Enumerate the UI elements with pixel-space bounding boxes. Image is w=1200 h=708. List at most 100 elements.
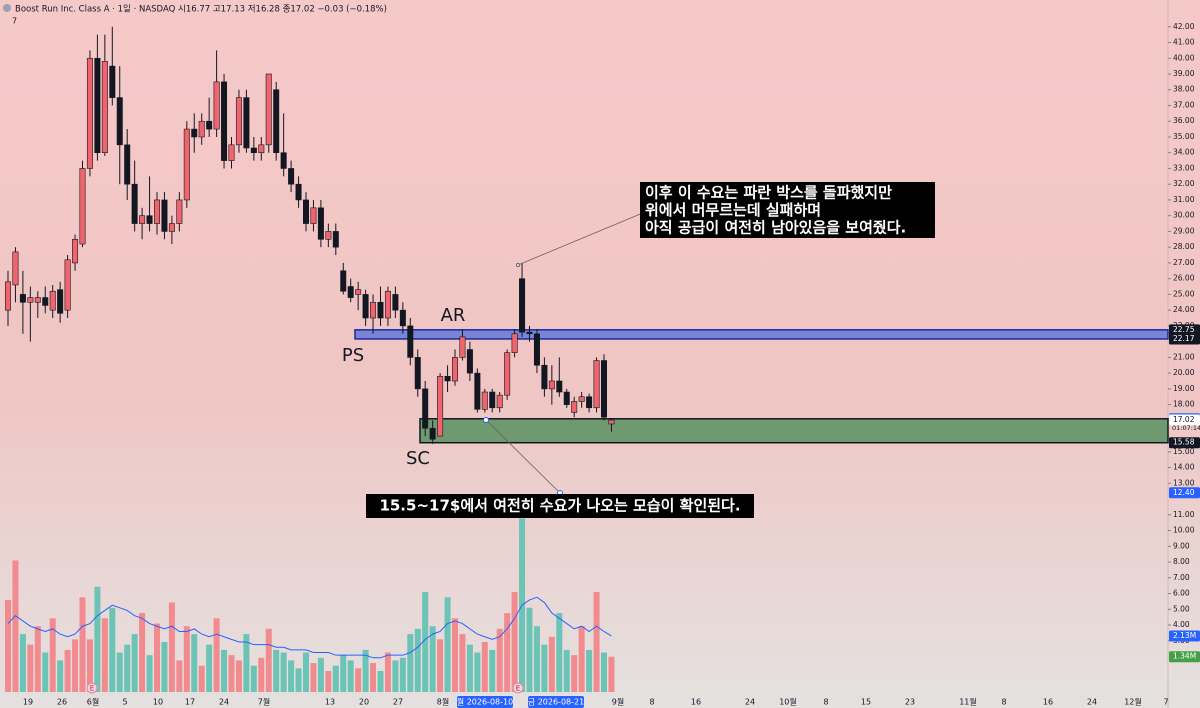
volume-bar — [347, 660, 354, 692]
candle-body — [511, 333, 518, 353]
candle-body — [578, 396, 585, 402]
symbol-icon — [3, 4, 11, 12]
candle-body — [295, 183, 302, 201]
volume-bar — [86, 639, 93, 692]
candle-body — [101, 61, 108, 154]
candle-body — [429, 427, 436, 440]
volume-bar — [384, 652, 391, 692]
date-highlight — [528, 696, 584, 708]
x-tick-label: 16 — [691, 698, 701, 707]
volume-bar — [280, 652, 287, 692]
volume-marker-label: 1.34M — [1173, 652, 1196, 661]
candle-body — [265, 73, 272, 146]
x-tick-label: 12월 — [1124, 697, 1142, 707]
x-tick-label: 19 — [23, 698, 33, 707]
candle-body — [444, 375, 451, 382]
volume-bar — [504, 613, 511, 692]
price-marker-label: 22.17 — [1173, 334, 1195, 343]
x-tick-label: 23 — [905, 698, 915, 707]
volume-bar — [340, 655, 347, 692]
x-tick-label: 7 — [1163, 698, 1168, 707]
y-tick-label: 21.00 — [1173, 352, 1195, 361]
volume-bar — [64, 649, 71, 692]
candle-body — [27, 297, 34, 303]
volume-bar — [79, 597, 86, 692]
candle-body — [459, 336, 466, 358]
candle-body — [489, 391, 496, 409]
volume-bar — [42, 652, 49, 692]
y-tick-label: 10.00 — [1173, 526, 1195, 535]
y-tick-label: 13.00 — [1173, 478, 1195, 487]
candle-body — [243, 97, 250, 149]
y-tick-label: 18.00 — [1173, 400, 1195, 409]
volume-bar — [12, 560, 19, 692]
candle-body — [437, 375, 444, 437]
leader-line — [485, 419, 561, 494]
candle-body — [161, 199, 168, 232]
volume-bar — [355, 668, 362, 692]
price-marker-label: 15.58 — [1173, 438, 1195, 447]
candle-body — [370, 301, 377, 319]
x-tick-label: 6월 — [87, 697, 99, 707]
y-tick-label: 42.00 — [1173, 22, 1195, 31]
x-tick-label: 9월 — [612, 697, 624, 707]
volume-bar — [273, 649, 280, 692]
candle-body — [332, 231, 339, 248]
candle-body — [548, 380, 555, 390]
x-tick-label: 24 — [219, 698, 229, 707]
volume-bar — [556, 613, 563, 692]
leader-dot — [516, 263, 520, 267]
candle-body — [519, 278, 526, 333]
earnings-label: E — [90, 685, 94, 693]
volume-marker — [1169, 651, 1200, 663]
candle-body — [422, 388, 429, 429]
price-marker-label: 22.75 — [1173, 325, 1195, 334]
y-tick-label: 35.00 — [1173, 132, 1195, 141]
volume-bar — [191, 634, 198, 692]
volume-bar — [578, 626, 585, 692]
candle-body — [399, 309, 406, 327]
candle-body — [19, 294, 26, 303]
candle-body — [5, 281, 12, 311]
volume-bar — [362, 649, 369, 692]
volume-bar — [563, 649, 570, 692]
volume-ma — [7, 596, 612, 659]
volume-bar — [183, 626, 190, 692]
volume-bar — [571, 655, 578, 692]
candle-body — [347, 286, 354, 298]
volume-bar — [414, 628, 421, 692]
candle-body — [116, 97, 123, 146]
candle-body — [139, 215, 146, 224]
volume-bar — [303, 652, 309, 692]
date-highlight-label: 월 2026-08-10 — [457, 697, 513, 707]
date-highlight-label: 금 2026-08-21 — [528, 698, 584, 707]
candle-body — [273, 89, 280, 154]
candle-body — [34, 297, 41, 303]
candle-body — [183, 128, 190, 201]
volume-bar — [399, 657, 406, 692]
volume-bar — [377, 670, 384, 692]
y-tick-label: 29.00 — [1173, 226, 1195, 235]
y-tick-label: 38.00 — [1173, 85, 1195, 94]
y-tick-label: 33.00 — [1173, 163, 1195, 172]
candle-body — [288, 168, 295, 185]
volume-bar — [168, 602, 175, 692]
note-box — [640, 182, 935, 238]
note-text: 위에서 머무르는데 실패하며 — [645, 201, 821, 219]
candle-body — [228, 144, 235, 161]
earnings-label: E — [516, 685, 520, 693]
candle-body — [451, 357, 458, 382]
leader-line — [517, 211, 646, 266]
y-tick-label: 34.00 — [1173, 148, 1195, 157]
volume-bar — [541, 644, 548, 692]
candle-body — [124, 144, 131, 185]
y-tick-label: 19.00 — [1173, 384, 1195, 393]
candle-body — [146, 215, 153, 224]
volume-bar — [466, 644, 473, 692]
candle-body — [280, 152, 287, 169]
note-text: 이후 이 수요는 파란 박스를 돌파했지만 — [645, 184, 892, 202]
volume-bar — [526, 607, 533, 692]
earnings-marker — [86, 682, 98, 694]
note-text: 아직 공급이 여전히 남아있음을 보여줬다. — [645, 219, 906, 237]
